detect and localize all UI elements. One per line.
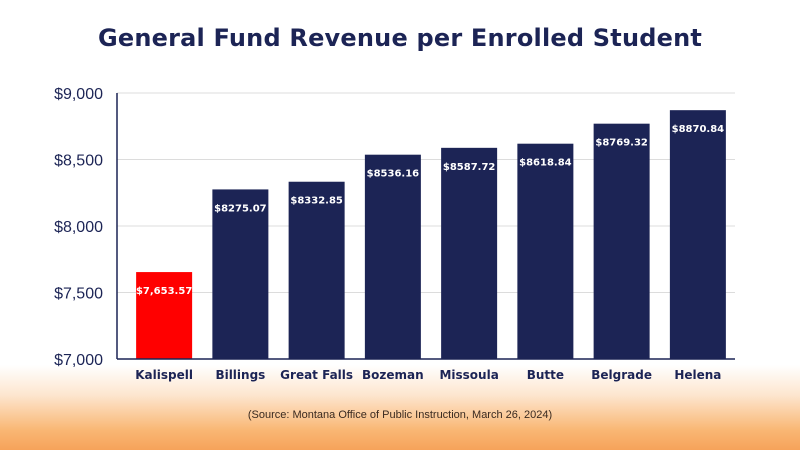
bar-kalispell bbox=[136, 272, 193, 359]
bars bbox=[136, 110, 726, 359]
y-tick-label: $7,000 bbox=[54, 352, 103, 369]
x-tick-label: Helena bbox=[674, 368, 721, 382]
y-tick-label: $7,500 bbox=[54, 286, 103, 303]
x-tick-label: Belgrade bbox=[591, 368, 652, 382]
x-axis-ticks: Kalispell Billings Great Falls Bozeman Misso… bbox=[135, 368, 721, 382]
data-labels: $7,653.57 $8275.07 $8332.85 $8536.16 $8587.7… bbox=[136, 124, 724, 297]
data-label: $8870.84 bbox=[672, 124, 725, 135]
y-tick-label: $9,000 bbox=[54, 86, 103, 103]
y-axis-ticks: $7,000 $7,500 $8,000 $8,500 $9,000 bbox=[54, 86, 103, 369]
x-tick-label: Butte bbox=[527, 368, 564, 382]
y-tick-label: $8,500 bbox=[54, 153, 103, 170]
bar-bozeman bbox=[364, 154, 421, 359]
bar-helena bbox=[669, 110, 726, 359]
data-label: $8769.32 bbox=[595, 138, 648, 149]
bar-butte bbox=[517, 143, 574, 359]
x-tick-label: Bozeman bbox=[362, 368, 424, 382]
bar-great-falls bbox=[288, 181, 345, 359]
bar-missoula bbox=[441, 147, 498, 359]
data-label: $7,653.57 bbox=[136, 286, 192, 297]
bar-billings bbox=[212, 189, 269, 359]
x-tick-label: Billings bbox=[215, 368, 265, 382]
bar-belgrade bbox=[593, 123, 650, 359]
x-tick-label: Kalispell bbox=[135, 368, 193, 382]
data-label: $8536.16 bbox=[367, 169, 420, 180]
x-tick-label: Missoula bbox=[439, 368, 498, 382]
chart-title: General Fund Revenue per Enrolled Studen… bbox=[97, 24, 703, 52]
data-label: $8275.07 bbox=[214, 203, 267, 214]
y-tick-label: $8,000 bbox=[54, 219, 103, 236]
data-label: $8587.72 bbox=[443, 162, 496, 173]
data-label: $8332.85 bbox=[290, 196, 343, 207]
source-note: (Source: Montana Office of Public Instru… bbox=[247, 409, 553, 421]
data-label: $8618.84 bbox=[519, 158, 572, 169]
x-tick-label: Great Falls bbox=[280, 368, 353, 382]
